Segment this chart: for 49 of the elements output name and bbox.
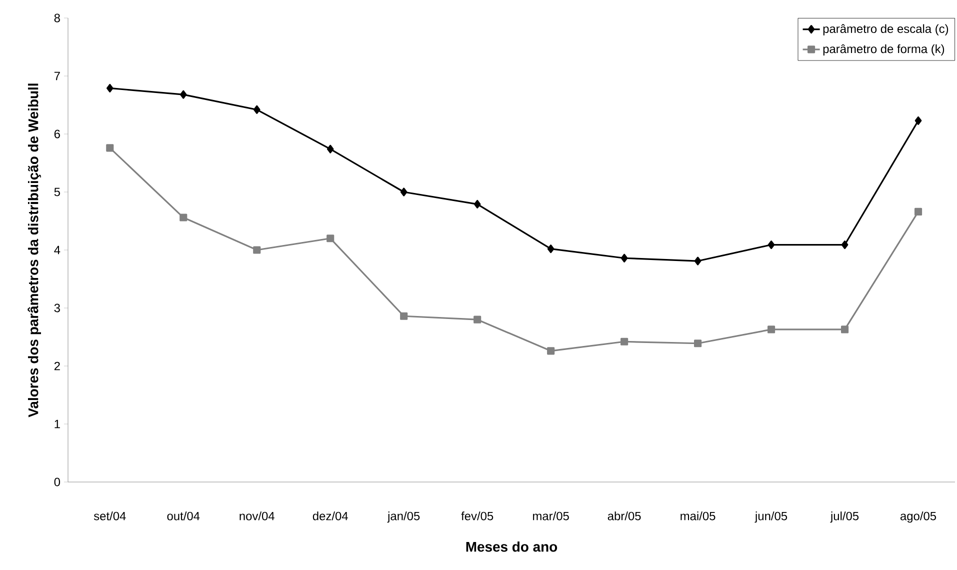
point [841,240,848,250]
legend-label: parâmetro de forma (k) [823,44,944,56]
point [694,256,702,266]
point [474,316,482,324]
y-axis-title: Valores dos parâmetros da distribuição de Weibull [28,84,41,418]
x-tick-label: jun/05 [754,512,788,523]
point [694,340,702,348]
point [400,312,408,320]
y-tick-label: 7 [54,72,60,80]
point [768,326,776,334]
x-axis-title: Meses do ano [466,541,558,552]
y-tick-label: 1 [54,420,60,428]
point [253,105,260,114]
x-tick-label: set/04 [94,512,126,520]
y-tick-label: 3 [54,304,60,312]
x-tick-label: mai/05 [680,512,716,520]
legend-label: parâmetro de escala (c) [823,24,948,36]
x-tick-label: fev/05 [461,512,494,520]
y-tick-label: 8 [54,14,60,22]
x-tick-label: jul/05 [830,512,859,523]
point [326,144,334,154]
point [620,338,628,346]
y-tick-label: 6 [54,130,60,138]
point [180,214,188,222]
point [474,200,481,208]
y-tick-label: 0 [54,478,60,486]
point [620,254,628,262]
y-tick-label: 4 [54,246,60,254]
x-tick-label: ago/05 [900,512,936,523]
x-tick-label: jan/05 [387,512,420,523]
x-tick-label: out/04 [167,512,200,520]
point [547,347,555,355]
point [106,144,114,152]
x-tick-label: dez/04 [312,512,348,520]
y-tick-label: 2 [54,362,60,370]
x-tick-label: abr/05 [608,512,641,520]
x-tick-label: nov/04 [240,512,274,520]
point [768,240,775,250]
point [914,116,922,125]
point [326,234,334,242]
point [180,90,187,99]
point [400,188,408,196]
point [106,84,114,92]
point [547,244,554,254]
point [253,246,261,254]
y-tick-label: 5 [54,188,60,196]
point [914,208,922,216]
x-tick-label: mar/05 [533,512,569,520]
point [840,326,849,334]
